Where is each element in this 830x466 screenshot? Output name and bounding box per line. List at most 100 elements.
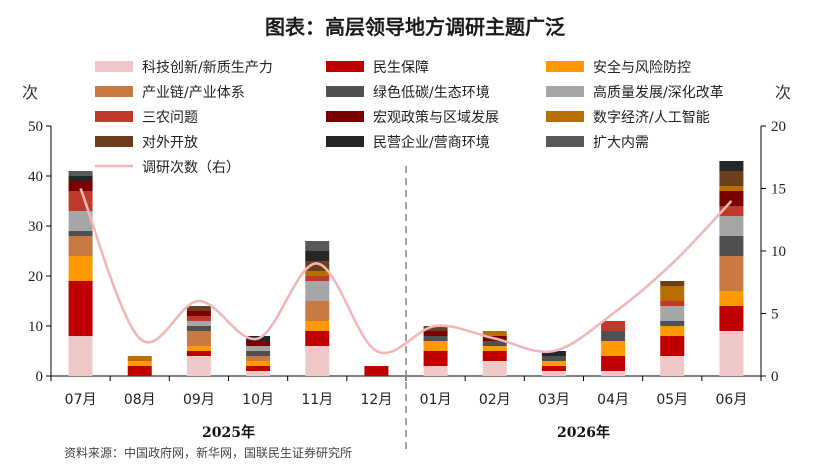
- legend-label: 科技创新/新质生产力: [142, 60, 273, 76]
- legend-label: 产业链/产业体系: [142, 85, 245, 101]
- right-tick-label: 10: [771, 244, 786, 260]
- x-tick-label: 11月: [301, 392, 333, 408]
- bar-segment: [482, 341, 507, 346]
- bar-segment: [660, 306, 685, 321]
- bar-segment: [719, 256, 744, 291]
- bar-segment: [719, 161, 744, 171]
- bar-segment: [305, 276, 330, 281]
- legend-swatch: [326, 86, 364, 97]
- legend-swatch: [326, 61, 364, 72]
- legend-label: 绿色低碳/生态环境: [373, 84, 490, 101]
- right-tick-label: 5: [771, 307, 779, 323]
- bar-segment: [186, 326, 211, 331]
- left-tick-label: 40: [28, 169, 43, 185]
- bar-segment: [719, 236, 744, 256]
- bar-segment: [68, 256, 93, 281]
- left-axis-unit: 次: [22, 83, 38, 102]
- bar-segment: [305, 241, 330, 251]
- legend-swatch: [95, 86, 133, 97]
- right-axis-unit: 次: [775, 83, 791, 102]
- left-tick-label: 0: [36, 369, 44, 385]
- bar-segment: [68, 281, 93, 336]
- legend-swatch: [95, 61, 133, 72]
- bar-segment: [660, 336, 685, 356]
- bar-segment: [482, 346, 507, 351]
- axes: 次 次 0 10 20 30 40 50 0 5 10 15 20 07月 08月 09月 10月 11月 12月 0…: [22, 83, 791, 452]
- x-tick-label: 10月: [242, 392, 274, 408]
- bar-segment: [601, 371, 626, 376]
- bar-segment: [68, 231, 93, 236]
- x-tick-label: 08月: [124, 392, 156, 408]
- bar-segment: [660, 321, 685, 326]
- bar-segment: [246, 351, 271, 356]
- bar-segment: [186, 351, 211, 356]
- legend-swatch: [546, 111, 584, 122]
- bar-segment: [601, 341, 626, 356]
- legend-swatch: [326, 111, 364, 122]
- bar-segment: [423, 326, 448, 331]
- bar-segment: [68, 181, 93, 191]
- legend-label: 扩大内需: [593, 135, 649, 151]
- x-tick-label: 01月: [420, 392, 452, 408]
- bar-segment: [660, 356, 685, 376]
- legend-label: 高质量发展/深化改革: [593, 84, 724, 101]
- legend-swatch: [546, 136, 584, 147]
- bar-segment: [305, 261, 330, 271]
- legend-swatch: [326, 136, 364, 147]
- legend-label: 民营企业/营商环境: [373, 134, 490, 151]
- bar-segment: [68, 336, 93, 376]
- bar-segment: [719, 216, 744, 236]
- bar-segment: [719, 206, 744, 216]
- x-tick-label: 05月: [656, 392, 688, 408]
- bar-segment: [719, 291, 744, 306]
- bar-segment: [541, 361, 566, 366]
- bar-segment: [719, 191, 744, 206]
- bar-segment: [482, 351, 507, 361]
- bar-segment: [305, 271, 330, 276]
- bar-segment: [127, 366, 152, 376]
- bar-segment: [719, 306, 744, 331]
- bar-segment: [364, 366, 389, 376]
- bar-segment: [186, 306, 211, 311]
- year-label: 2026年: [557, 424, 610, 441]
- chart-title: 图表：高层领导地方调研主题广泛: [265, 15, 565, 39]
- bar-segment: [719, 331, 744, 376]
- legend-label: 宏观政策与区域发展: [373, 109, 499, 126]
- bar-segment: [719, 171, 744, 186]
- bar-segment: [305, 301, 330, 321]
- bar-segment: [541, 356, 566, 361]
- left-tick-label: 30: [28, 219, 43, 235]
- legend-swatch: [546, 86, 584, 97]
- legend-swatch: [95, 111, 133, 122]
- left-tick-label: 20: [28, 269, 43, 285]
- bar-segment: [246, 366, 271, 371]
- bar-segment: [423, 331, 448, 336]
- line-series-visits: [79, 188, 733, 355]
- bar-segment: [186, 356, 211, 376]
- legend-label: 三农问题: [142, 110, 198, 126]
- bar-segment: [68, 211, 93, 231]
- bar-segment: [660, 286, 685, 301]
- bar-segment: [186, 311, 211, 316]
- bar-segment: [246, 371, 271, 376]
- bar-segment: [541, 366, 566, 371]
- bar-segment: [423, 341, 448, 351]
- bar-segment: [482, 361, 507, 376]
- source-note: 资料来源：中国政府网，新华网，国联民生证券研究所: [64, 445, 352, 460]
- bar-segment: [660, 281, 685, 286]
- legend-label: 安全与风险防控: [593, 59, 691, 76]
- bar-segment: [541, 351, 566, 356]
- bar-segment: [186, 321, 211, 326]
- bar-segment: [127, 361, 152, 366]
- bar-segment: [423, 336, 448, 341]
- bar-segment: [68, 171, 93, 176]
- bar-segment: [127, 356, 152, 361]
- x-tick-label: 04月: [597, 392, 629, 408]
- bar-segment: [186, 316, 211, 321]
- legend-label: 数字经济/人工智能: [593, 110, 710, 126]
- x-tick-label: 02月: [479, 392, 511, 408]
- x-tick-label: 06月: [716, 392, 748, 408]
- legend-swatch: [95, 136, 133, 147]
- bar-segment: [482, 331, 507, 336]
